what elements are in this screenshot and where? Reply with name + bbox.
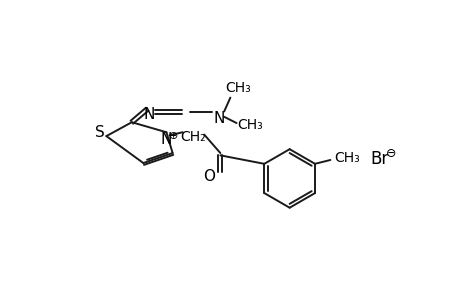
Text: N: N [144, 107, 155, 122]
Text: CH₂: CH₂ [180, 130, 206, 144]
Text: CH₃: CH₃ [237, 118, 263, 131]
Text: N: N [213, 111, 224, 126]
Text: ⊕: ⊕ [168, 131, 178, 141]
Text: CH₃: CH₃ [334, 151, 359, 165]
Text: ⊖: ⊖ [385, 146, 396, 160]
Text: CH₃: CH₃ [225, 81, 251, 94]
Text: Br: Br [369, 150, 388, 168]
Text: N: N [160, 133, 172, 148]
Text: O: O [203, 169, 215, 184]
Text: S: S [95, 125, 105, 140]
